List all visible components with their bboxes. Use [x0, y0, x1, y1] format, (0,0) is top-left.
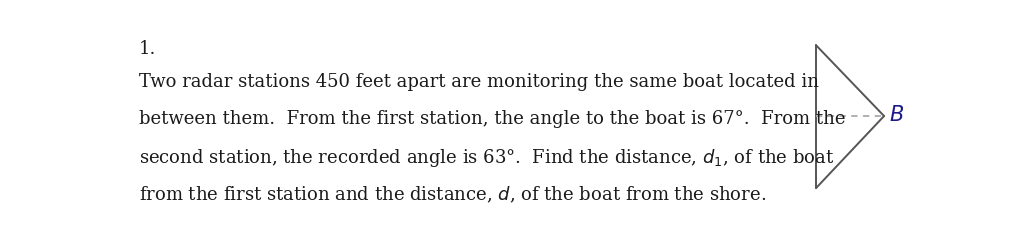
Text: Two radar stations 450 feet apart are monitoring the same boat located in: Two radar stations 450 feet apart are mo… [138, 72, 819, 90]
Text: 1.: 1. [138, 40, 156, 58]
Text: $\mathit{B}$: $\mathit{B}$ [888, 105, 904, 125]
Text: between them.  From the first station, the angle to the boat is 67°.  From the: between them. From the first station, th… [138, 109, 845, 127]
Text: from the first station and the distance, $d$, of the boat from the shore.: from the first station and the distance,… [138, 183, 765, 204]
Text: second station, the recorded angle is 63°.  Find the distance, $d_1$, of the boa: second station, the recorded angle is 63… [138, 147, 835, 168]
